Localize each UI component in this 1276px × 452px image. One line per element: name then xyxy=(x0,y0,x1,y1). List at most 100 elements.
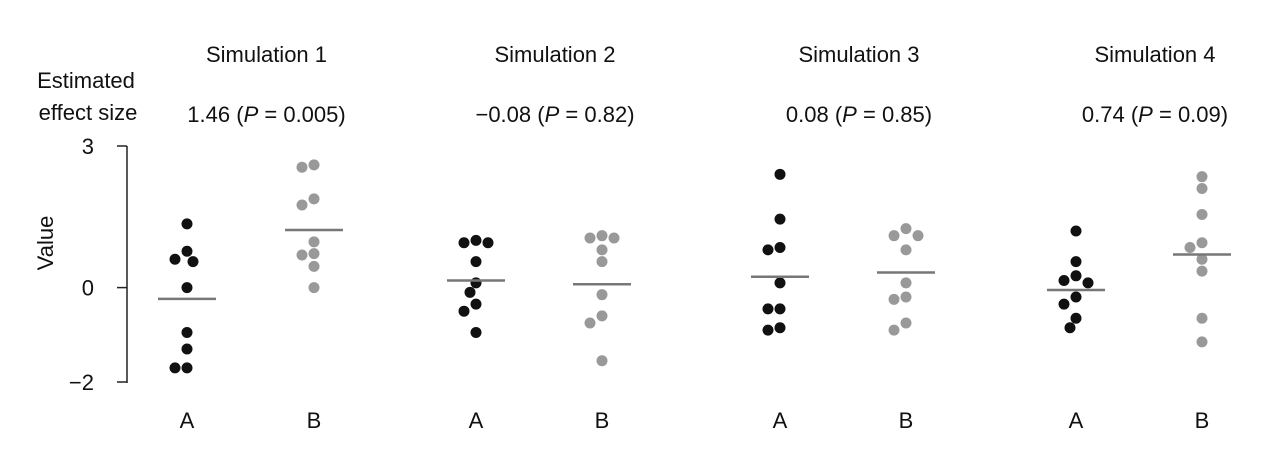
data-point-a xyxy=(181,218,193,230)
y-tick-label: 0 xyxy=(82,276,94,301)
data-point-b xyxy=(584,317,596,329)
data-point-a xyxy=(470,256,482,268)
data-point-a xyxy=(470,326,482,338)
panel-title: Simulation 4 xyxy=(1094,42,1215,67)
data-point-a xyxy=(470,277,482,289)
effect-paren-open: ( xyxy=(531,102,545,127)
p-equals: = xyxy=(1153,102,1178,127)
effect-value: 0.08 xyxy=(786,102,829,127)
p-symbol: P xyxy=(244,102,259,127)
effect-paren-close: ) xyxy=(1221,102,1228,127)
data-point-b xyxy=(1196,253,1208,265)
p-value: 0.09 xyxy=(1178,102,1221,127)
group-label: A xyxy=(773,408,788,433)
data-point-b xyxy=(1196,312,1208,324)
effect-value: 0.74 xyxy=(1082,102,1125,127)
data-point-a xyxy=(1070,256,1082,268)
data-point-b xyxy=(596,230,608,242)
data-point-b xyxy=(912,230,924,242)
data-point-b xyxy=(1196,265,1208,277)
data-point-b xyxy=(1196,171,1208,183)
data-point-a xyxy=(1070,270,1082,282)
data-point-a xyxy=(1070,312,1082,324)
data-point-b xyxy=(1196,208,1208,220)
data-point-b xyxy=(308,159,320,171)
data-point-b xyxy=(308,193,320,205)
effect-paren-close: ) xyxy=(627,102,634,127)
data-point-a xyxy=(1058,298,1070,310)
effect-size-annotation: 0.74 (P = 0.09) xyxy=(1082,102,1228,127)
group-label: B xyxy=(595,408,610,433)
data-point-a xyxy=(774,213,786,225)
simulation-panel-1: Simulation 1 1.46 (P = 0.005) A B xyxy=(158,42,346,433)
data-point-a xyxy=(464,286,476,298)
data-point-b xyxy=(584,232,596,244)
data-point-a xyxy=(1064,322,1076,334)
effect-value: 1.46 xyxy=(187,102,230,127)
effect-size-annotation: −0.08 (P = 0.82) xyxy=(475,102,634,127)
data-point-b xyxy=(900,317,912,329)
panel-title: Simulation 3 xyxy=(798,42,919,67)
data-point-a xyxy=(181,282,193,294)
data-point-b xyxy=(888,324,900,336)
p-equals: = xyxy=(559,102,584,127)
group-label: B xyxy=(307,408,322,433)
data-point-a xyxy=(1082,277,1094,289)
y-axis-label: Value xyxy=(33,216,58,271)
data-point-a xyxy=(762,303,774,315)
p-value: 0.82 xyxy=(584,102,627,127)
data-point-a xyxy=(762,244,774,256)
data-point-b xyxy=(900,291,912,303)
data-point-b xyxy=(596,355,608,367)
data-point-b xyxy=(1196,237,1208,249)
data-point-b xyxy=(296,249,308,261)
group-label: B xyxy=(1195,408,1210,433)
data-point-b xyxy=(608,232,620,244)
data-point-b xyxy=(308,248,320,260)
header-label-line2: effect size xyxy=(39,100,138,125)
data-point-a xyxy=(181,343,193,355)
data-point-a xyxy=(482,237,494,249)
simulation-panel-2: Simulation 2 −0.08 (P = 0.82) A B xyxy=(447,42,635,433)
data-point-a xyxy=(169,362,181,374)
group-label: A xyxy=(180,408,195,433)
panel-title: Simulation 1 xyxy=(206,42,327,67)
p-value: 0.005 xyxy=(283,102,338,127)
data-point-a xyxy=(774,322,786,334)
data-point-b xyxy=(888,293,900,305)
data-point-b xyxy=(1196,336,1208,348)
p-symbol: P xyxy=(842,102,857,127)
simulation-panel-4: Simulation 4 0.74 (P = 0.09) A B xyxy=(1047,42,1231,433)
data-point-b xyxy=(900,277,912,289)
simulation-panels: Simulation 11.46 (P = 0.005)A BSimulation… xyxy=(158,42,1231,433)
p-symbol: P xyxy=(1138,102,1153,127)
data-point-a xyxy=(470,298,482,310)
p-equals: = xyxy=(258,102,283,127)
header-label-line1: Estimated xyxy=(37,68,135,93)
effect-paren-open: ( xyxy=(1125,102,1139,127)
data-point-a xyxy=(774,303,786,315)
effect-size-annotation: 0.08 (P = 0.85) xyxy=(786,102,932,127)
effect-paren-close: ) xyxy=(338,102,345,127)
effect-paren-open: ( xyxy=(230,102,244,127)
panel-title: Simulation 2 xyxy=(494,42,615,67)
simulation-panel-3: Simulation 3 0.08 (P = 0.85) A B xyxy=(751,42,935,433)
data-point-b xyxy=(308,282,320,294)
data-point-b xyxy=(1196,182,1208,194)
effect-size-annotation: 1.46 (P = 0.005) xyxy=(187,102,345,127)
effect-paren-open: ( xyxy=(829,102,843,127)
data-point-a xyxy=(181,245,193,257)
y-tick-label: 3 xyxy=(82,134,94,159)
effect-paren-close: ) xyxy=(925,102,932,127)
data-point-b xyxy=(308,236,320,248)
group-label: A xyxy=(469,408,484,433)
data-point-b xyxy=(296,161,308,173)
data-point-b xyxy=(308,260,320,272)
data-point-a xyxy=(187,256,199,268)
data-point-b xyxy=(296,199,308,211)
effect-value: −0.08 xyxy=(475,102,531,127)
data-point-b xyxy=(900,223,912,235)
data-point-a xyxy=(774,277,786,289)
data-point-b xyxy=(596,310,608,322)
